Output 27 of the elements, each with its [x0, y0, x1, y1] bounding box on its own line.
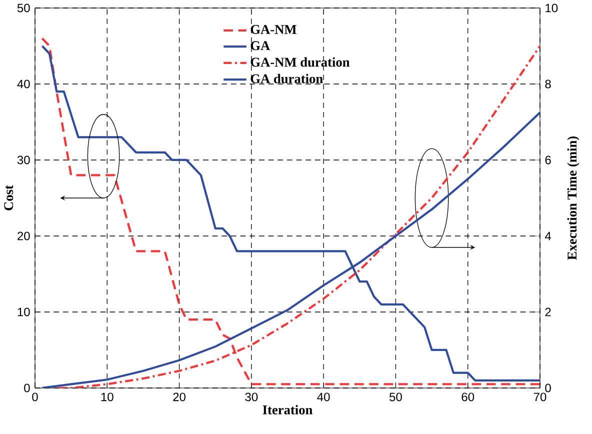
legend-label: GA-NM [250, 25, 296, 34]
legend-label: GA [250, 41, 270, 50]
x-tick-label: 30 [245, 392, 258, 402]
y2-tick-label: 0 [545, 384, 551, 392]
legend-label: GA-NM duration [250, 57, 350, 67]
y-tick-label: 50 [17, 4, 30, 12]
y-axis-title: Cost [4, 185, 14, 210]
x-tick-label: 20 [173, 392, 186, 402]
x-tick-label: 50 [390, 392, 402, 402]
y-tick-label: 40 [17, 80, 30, 88]
x-tick-label: 0 [32, 392, 38, 402]
x-tick-label: 40 [317, 392, 330, 402]
y-tick-label: 30 [17, 156, 30, 164]
y2-tick-label: 2 [545, 308, 551, 316]
y-tick-label: 0 [24, 384, 30, 392]
y2-tick-label: 10 [546, 4, 558, 12]
x-tick-label: 10 [101, 392, 114, 402]
x-tick-label: 60 [462, 392, 474, 402]
x-axis-title: Iteration [262, 405, 312, 414]
y-tick-label: 20 [18, 232, 30, 240]
y2-tick-label: 4 [544, 232, 552, 240]
y2-axis-title: Execution Time (min) [567, 136, 580, 260]
legend-label: GA duration [250, 74, 323, 84]
y-tick-label: 10 [18, 308, 30, 316]
y2-tick-label: 6 [545, 156, 551, 164]
x-tick-label: 70 [534, 392, 546, 402]
y2-tick-label: 8 [545, 80, 551, 88]
